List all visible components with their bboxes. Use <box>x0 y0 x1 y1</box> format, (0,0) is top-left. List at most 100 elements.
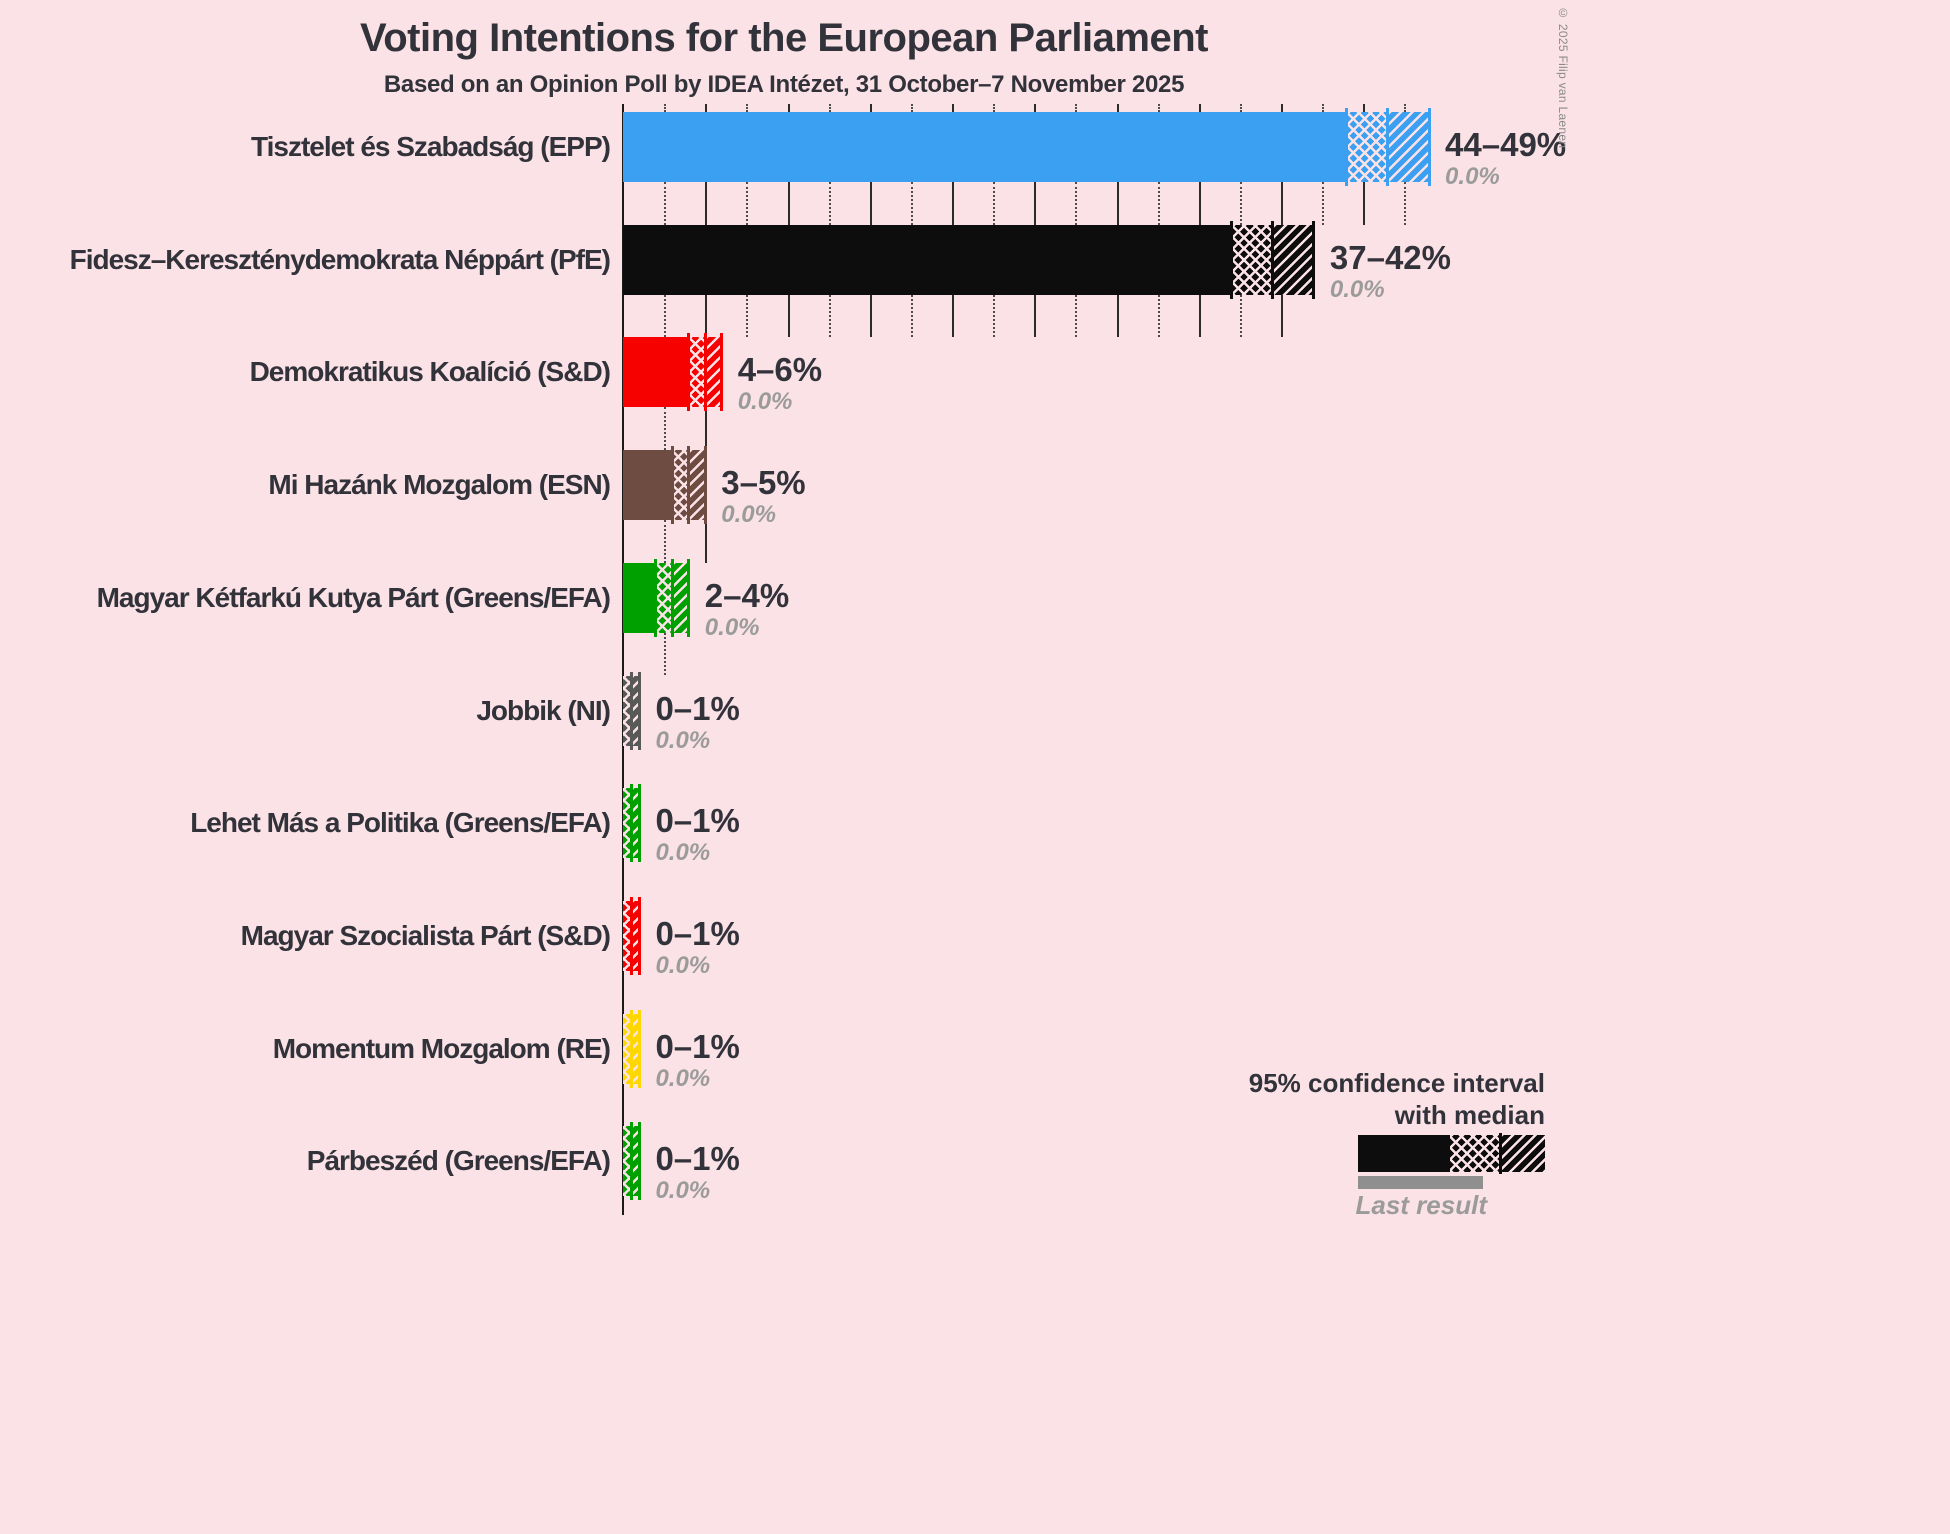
gridline <box>993 294 996 338</box>
bar-solid-segment <box>623 450 673 521</box>
gridline <box>1363 104 1366 112</box>
chart-title: Voting Intentions for the European Parli… <box>360 16 1208 60</box>
party-bar <box>623 671 641 750</box>
gridline <box>1198 104 1201 112</box>
gridline <box>1116 182 1119 225</box>
gridline <box>952 294 954 338</box>
gridline <box>1404 104 1407 112</box>
bar-median-line <box>703 446 707 525</box>
last-result-label: 0.0% <box>721 501 776 529</box>
last-result-label: 0.0% <box>655 839 711 867</box>
bar-median-line <box>629 1009 633 1088</box>
bar-ci-crosshatch <box>623 1013 632 1084</box>
range-label: 44–49% <box>1445 126 1567 163</box>
gridline <box>664 632 667 676</box>
gridline <box>1363 182 1366 225</box>
gridline <box>910 104 913 112</box>
legend-diagonal-segment <box>1500 1135 1545 1172</box>
bar-median-line <box>687 333 691 412</box>
bar-ci-crosshatch <box>623 900 632 971</box>
party-label: Demokratikus Koalíció (S&D) <box>249 356 611 388</box>
gridline <box>869 294 872 338</box>
party-bar <box>623 446 707 525</box>
gridline <box>664 520 667 563</box>
gridline <box>828 294 831 338</box>
gridline <box>1157 104 1160 112</box>
bar-median-line <box>637 1009 641 1088</box>
gridline <box>746 104 749 112</box>
legend-ci-label: 95% confidence interval <box>1248 1068 1545 1098</box>
last-result-label: 0.0% <box>655 726 711 754</box>
bar-solid-segment <box>623 562 656 633</box>
gridline <box>910 182 913 225</box>
range-label: 3–5% <box>721 464 806 502</box>
party-bar <box>623 1009 641 1088</box>
gridline <box>1239 294 1242 338</box>
bar-ci-diagonal <box>705 337 722 408</box>
gridline <box>1157 294 1160 338</box>
chart-subtitle: Based on an Opinion Poll by IDEA Intézet… <box>383 71 1185 98</box>
range-label: 0–1% <box>655 802 740 840</box>
gridline <box>705 104 708 112</box>
bar-ci-crosshatch <box>655 562 673 633</box>
bar-ci-diagonal <box>631 1013 640 1084</box>
gridline <box>664 182 667 225</box>
gridline <box>952 104 954 112</box>
range-label: 4–6% <box>737 351 823 389</box>
bar-ci-diagonal <box>631 900 640 971</box>
gridline <box>1281 104 1283 112</box>
party-label: Lehet Más a Politika (Greens/EFA) <box>190 807 611 839</box>
last-result-label: 0.0% <box>1445 163 1500 190</box>
legend-last-result-bar <box>1358 1176 1483 1189</box>
bar-median-line <box>703 333 707 412</box>
last-result-label: 0.0% <box>655 951 711 979</box>
gridline <box>993 182 996 225</box>
party-bar <box>623 220 1316 299</box>
legend-median-label: with median <box>1394 1100 1545 1130</box>
bar-ci-crosshatch <box>623 675 632 746</box>
gridline <box>787 182 790 225</box>
gridline <box>746 294 749 338</box>
bar-median-line <box>720 333 724 412</box>
bar-median-line <box>670 558 674 637</box>
gridline <box>664 294 667 338</box>
gridline <box>1034 294 1037 338</box>
party-bar <box>623 896 641 975</box>
gridline <box>1075 182 1078 225</box>
legend-sample-bar <box>1358 1133 1545 1174</box>
gridline <box>705 294 708 338</box>
bar-ci-crosshatch <box>672 450 689 521</box>
party-label: Mi Hazánk Mozgalom (ESN) <box>268 469 611 501</box>
legend-crosshatch-segment <box>1450 1135 1500 1172</box>
party-label: Momentum Mozgalom (RE) <box>272 1032 611 1064</box>
bar-median-line <box>1312 220 1316 299</box>
range-label: 0–1% <box>655 914 740 952</box>
bar-median-line <box>637 1122 641 1201</box>
gridline <box>828 104 831 112</box>
bar-ci-diagonal <box>631 1126 640 1197</box>
party-bar <box>623 784 641 863</box>
bar-median-line <box>629 784 633 863</box>
bar-ci-crosshatch <box>688 337 706 408</box>
bar-solid-segment <box>623 337 689 408</box>
gridline <box>1322 182 1325 225</box>
gridline <box>1157 182 1160 225</box>
bar-median-line <box>1386 108 1390 186</box>
gridline <box>828 182 831 225</box>
gridline <box>664 407 667 451</box>
gridline <box>1239 182 1242 225</box>
gridline <box>869 182 872 225</box>
bar-median-line <box>629 671 633 750</box>
range-label: 0–1% <box>655 1027 740 1065</box>
bar-median-line <box>1427 108 1431 186</box>
party-label: Jobbik (NI) <box>476 694 611 726</box>
bar-median-line <box>629 896 633 975</box>
bar-ci-diagonal <box>1272 224 1314 295</box>
bar-ci-diagonal <box>688 450 706 521</box>
gridline <box>910 294 913 338</box>
gridline <box>993 104 996 112</box>
gridline <box>1034 182 1037 225</box>
last-result-label: 0.0% <box>737 388 793 416</box>
gridline <box>1322 104 1325 112</box>
bar-median-line <box>637 784 641 863</box>
